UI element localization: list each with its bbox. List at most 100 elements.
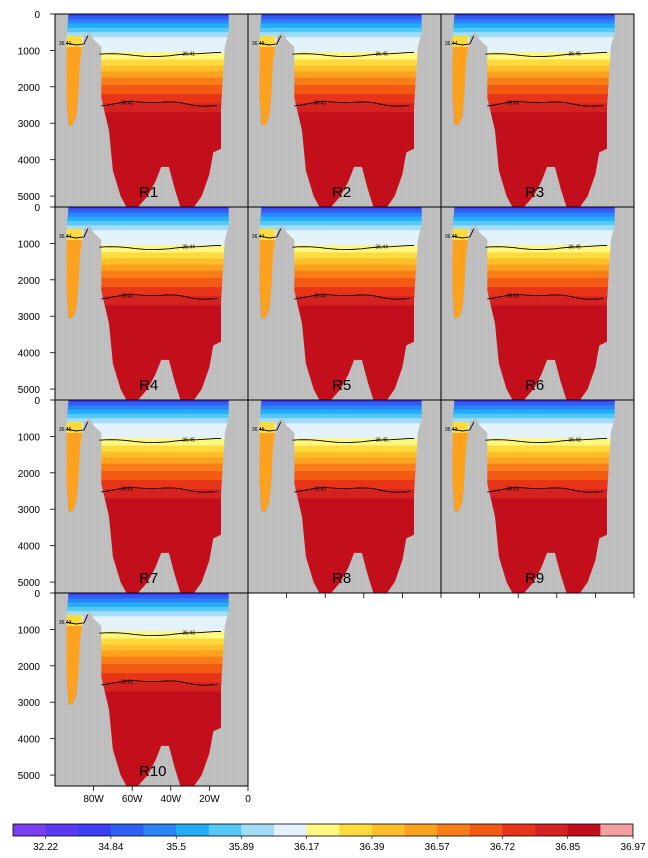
salinity-band (66, 236, 229, 246)
colorbar-label: 36.97 (620, 842, 645, 853)
salinity-band (66, 27, 229, 33)
contour-upper (99, 51, 222, 58)
contour-label-lower: 36.43 (121, 294, 134, 300)
salinity-band (452, 23, 615, 29)
panel-label: R6 (525, 377, 544, 394)
y-tick-label: 5000 (18, 385, 41, 396)
salinity-band (259, 287, 422, 297)
contour-lower (101, 294, 218, 300)
contour-label-lower: 36.69 (507, 294, 520, 300)
colorbar-cell (600, 824, 634, 836)
gulf-basin-field (66, 614, 83, 626)
salinity-band (259, 278, 422, 288)
salinity-band (452, 418, 615, 424)
salinity-band (452, 27, 615, 33)
salinity-band (452, 230, 615, 237)
contour-upper (99, 437, 222, 444)
salinity-band (66, 650, 229, 658)
salinity-band (66, 287, 229, 297)
salinity-band (66, 616, 229, 623)
salinity-band (452, 212, 615, 218)
salinity-band (66, 37, 229, 44)
salinity-band (259, 418, 422, 424)
contour-upper (99, 244, 222, 251)
contour-label-lower: 36.43 (314, 294, 327, 300)
salinity-band (259, 413, 422, 419)
colorbar-cell (502, 824, 536, 836)
y-tick-label: 0 (34, 589, 40, 600)
contour-label-upper: 36.45 (182, 437, 195, 443)
salinity-band (66, 296, 229, 306)
salinity-band (452, 65, 615, 73)
salinity-band (452, 16, 615, 21)
gulf-basin-field (452, 35, 469, 47)
contour-label-gulf: 36.41 (59, 41, 72, 47)
y-tick-label: 5000 (18, 192, 41, 203)
y-tick-label: 5000 (18, 771, 41, 782)
panel-r2: 36.45 36.45 36.43 R2 (247, 13, 442, 208)
salinity-band (66, 225, 229, 231)
gulf-basin-field (452, 228, 469, 240)
salinity-band (452, 14, 615, 17)
salinity-band (259, 445, 422, 453)
colorbar-frame (12, 823, 634, 837)
panel-r9: 36.43 36.43 36.69 R9 (440, 399, 635, 594)
colorbar-label: 36.85 (555, 842, 580, 853)
salinity-band (66, 457, 229, 465)
salinity-band (259, 71, 422, 79)
salinity-band (259, 402, 422, 407)
salinity-band (259, 270, 422, 279)
contour-label-lower: 36.69 (314, 487, 327, 493)
salinity-band (452, 207, 615, 210)
colorbar-cell (339, 824, 373, 836)
salinity-band (66, 402, 229, 407)
salinity-band (66, 209, 229, 214)
salinity-band (259, 296, 422, 306)
salinity-band (259, 16, 422, 21)
y-tick-label: 2000 (18, 276, 41, 287)
salinity-band (259, 489, 422, 499)
salinity-band (66, 258, 229, 266)
y-tick-label: 1000 (18, 46, 41, 57)
salinity-band (452, 236, 615, 246)
colorbar-label: 35.89 (229, 842, 254, 853)
salinity-band (259, 65, 422, 73)
salinity-band (259, 225, 422, 231)
colorbar-label: 32.22 (33, 842, 58, 853)
salinity-band (259, 429, 422, 439)
contour-lower (487, 294, 604, 300)
colorbar-label: 34.84 (98, 842, 123, 853)
salinity-band (259, 405, 422, 411)
contour-upper (485, 51, 608, 58)
panel-r6: 36.45 36.45 36.69 R6 (440, 206, 635, 401)
salinity-band (66, 405, 229, 411)
contour-label-upper: 36.45 (568, 51, 581, 57)
contour-label-upper: 36.41 (182, 51, 195, 57)
colorbar-cell (110, 824, 144, 836)
salinity-band (66, 14, 229, 17)
salinity-band (66, 622, 229, 632)
panel-frame (54, 592, 249, 787)
salinity-band (66, 418, 229, 424)
salinity-band (66, 598, 229, 604)
salinity-band (259, 400, 422, 403)
salinity-band (66, 16, 229, 21)
panel-r3: 36.44 36.45 36.69 R3 (440, 13, 635, 208)
panel-r1: 36.41 36.41 36.43 R1 (54, 13, 249, 208)
contour-gulf (259, 35, 282, 46)
salinity-band (66, 32, 229, 38)
contour-label-gulf: 36.45 (252, 41, 265, 47)
salinity-band (66, 489, 229, 499)
colorbar-cell (371, 824, 405, 836)
salinity-band (66, 19, 229, 25)
gulf-basin-field (452, 421, 469, 433)
y-tick-label: 2000 (18, 662, 41, 673)
salinity-band (66, 638, 229, 646)
salinity-band (66, 216, 229, 222)
contour-label-upper: 36.45 (568, 244, 581, 250)
salinity-band (66, 400, 229, 403)
x-tick-label: 0 (245, 794, 251, 805)
salinity-band (259, 236, 422, 246)
salinity-band (259, 77, 422, 86)
salinity-band (66, 220, 229, 226)
